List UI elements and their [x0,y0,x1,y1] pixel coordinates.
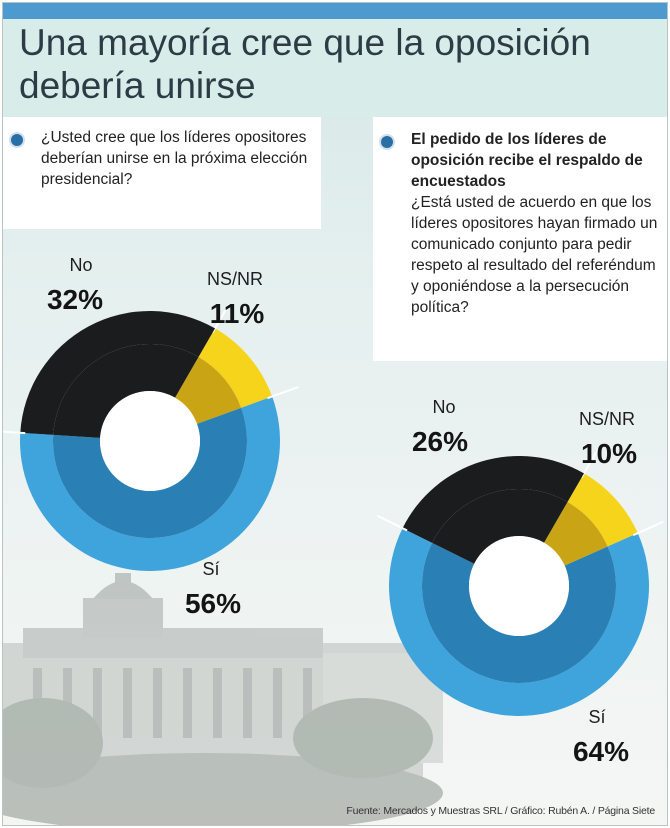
top-accent-bar [3,3,667,19]
slice-ns-nr-inner [544,501,608,566]
category-label: No [69,255,92,275]
title-band [3,19,667,117]
slice-no-outer [402,455,584,543]
right-question-text: ¿Está usted de acuerdo en que los lídere… [411,194,658,316]
slice-si-inner [52,407,247,539]
slice-divider-line [267,386,299,400]
slice-ns-nr-inner [175,356,242,424]
percent-label: 64% [573,736,629,767]
slice-si-outer [389,528,649,716]
right-question-text-block: El pedido de los líderes de oposición re… [411,129,663,318]
slice-divider-line [3,430,26,435]
slice-divider-line [580,448,599,479]
donut-center-hole [469,536,569,636]
slice-no-inner [432,489,568,564]
infographic-title: Una mayoría cree que la oposición deberí… [19,22,591,106]
left-question-box: ¿Usted cree que los líderes opositores d… [3,117,321,229]
category-label: Sí [588,707,605,727]
category-label: NS/NR [207,269,263,289]
category-label: No [432,397,455,417]
slice-divider-line [211,303,230,334]
slice-divider-line [377,514,408,532]
charts-canvas: No 32% NS/NR 11% Sí 56% No 26% NS/NR 10% Sí 64% [3,255,664,825]
percent-label: 10% [581,438,637,469]
slice-si-inner [421,542,616,683]
building-illustration [3,573,443,825]
percent-label: 32% [47,284,103,315]
percent-label: 11% [210,298,265,329]
right-question-headline: El pedido de los líderes de oposición re… [411,131,643,190]
slice-si-outer [19,396,280,571]
bullet-icon [379,134,395,150]
right-question-box: El pedido de los líderes de oposición re… [373,117,667,361]
source-credit: Fuente: Mercados y Muestras SRL / Gráfic… [346,805,655,817]
bullet-icon [9,132,25,148]
left-question-text: ¿Usted cree que los líderes opositores d… [41,129,308,188]
category-label: Sí [202,559,219,579]
donut-center-hole [100,391,200,491]
slice-no-outer [20,310,215,435]
slice-ns-nr-outer [198,328,273,408]
category-label: NS/NR [579,409,635,429]
slice-ns-nr-outer [567,473,638,547]
donut-chart-left: No 32% NS/NR 11% Sí 56% [3,255,299,619]
donut-chart-right: No 26% NS/NR 10% Sí 64% [377,397,664,767]
percent-label: 26% [412,426,468,457]
slice-no-inner [53,344,199,438]
percent-label: 56% [185,588,241,619]
slice-divider-line [632,520,664,537]
